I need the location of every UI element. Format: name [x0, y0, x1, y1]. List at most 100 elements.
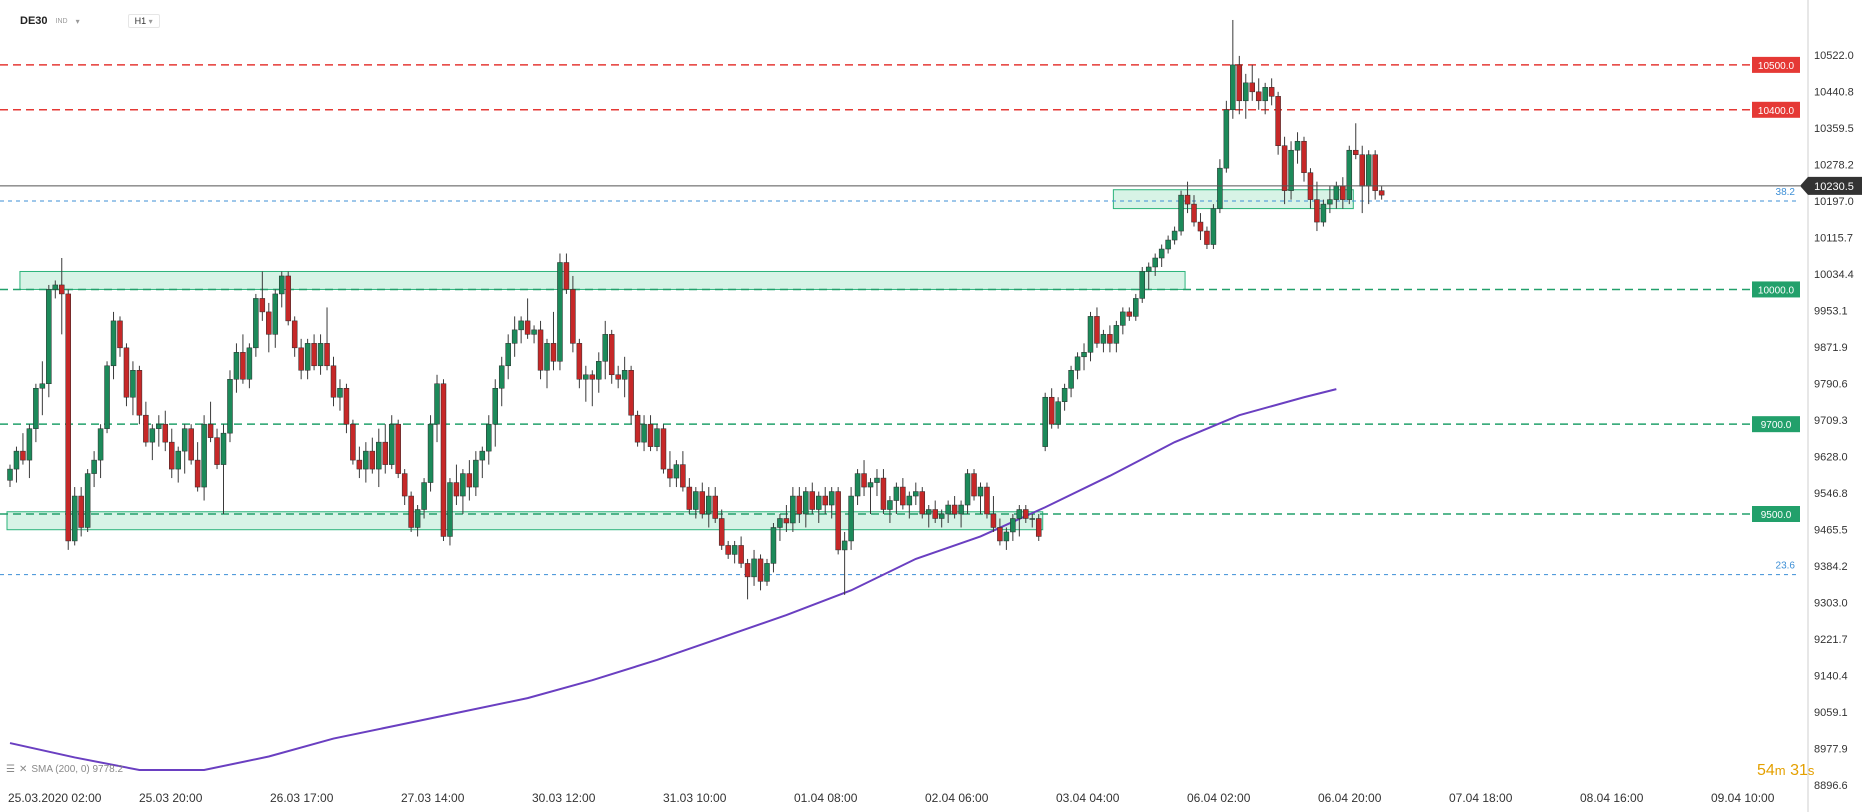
candle-body	[673, 464, 680, 479]
candle-body	[395, 423, 401, 474]
candle-body	[1139, 271, 1145, 299]
support-resistance-zone	[6, 511, 1044, 531]
candle-body	[285, 275, 291, 322]
candle-body	[932, 509, 938, 519]
candle-body	[194, 459, 201, 488]
candle-body	[887, 500, 893, 510]
candle-body	[214, 437, 220, 465]
candle-body	[324, 343, 330, 367]
candle-body	[401, 473, 408, 497]
candle-body	[104, 365, 110, 429]
x-tick-label: 30.03 12:00	[532, 791, 596, 805]
candle-body	[1178, 194, 1184, 232]
candle-body	[440, 383, 447, 537]
sma-line	[9, 388, 1337, 771]
candle-body	[130, 370, 136, 398]
candle-body	[1210, 208, 1217, 245]
x-tick-label: 09.04 10:00	[1711, 791, 1775, 805]
candle-body	[421, 482, 427, 510]
candle-body	[1055, 401, 1061, 425]
candle-body	[770, 527, 777, 564]
candle-body	[1327, 199, 1333, 205]
candle-body	[725, 545, 731, 555]
candle-body	[589, 374, 596, 380]
y-tick-label: 10522.0	[1814, 50, 1854, 62]
y-tick-label: 9140.4	[1814, 671, 1848, 683]
instrument-type-tag: IND	[55, 17, 68, 25]
candle-body	[1126, 311, 1133, 317]
y-tick-label: 9628.0	[1814, 452, 1848, 464]
x-tick-label: 26.03 17:00	[270, 791, 334, 805]
candle-body	[20, 450, 26, 461]
candle-body	[938, 513, 945, 519]
current-price-box	[1800, 176, 1862, 195]
candle-body	[388, 423, 395, 465]
candle-countdown: 54m 31s	[1757, 762, 1814, 780]
candle-body	[544, 343, 550, 371]
candle-body	[143, 414, 149, 443]
candle-body	[511, 329, 518, 344]
candle-body	[777, 518, 783, 528]
x-tick-label: 25.03 20:00	[139, 791, 203, 805]
x-tick-label: 31.03 10:00	[663, 791, 727, 805]
candle-body	[447, 482, 453, 537]
symbol-label[interactable]: DE30	[20, 15, 48, 27]
candle-body	[492, 387, 498, 425]
candle-body	[712, 495, 718, 519]
fib-level-label: 38.2	[1776, 187, 1796, 198]
candle-body	[654, 428, 660, 447]
candle-body	[91, 459, 97, 474]
candle-body	[1223, 109, 1230, 169]
candle-body	[117, 320, 123, 349]
candle-body	[1320, 203, 1327, 223]
candle-body	[848, 495, 854, 542]
support-resistance-zone	[1112, 189, 1354, 210]
candle-body	[1236, 64, 1243, 102]
y-tick-label: 10440.8	[1814, 87, 1854, 99]
candle-body	[667, 468, 673, 479]
candle-body	[699, 491, 706, 515]
candle-body	[893, 486, 900, 501]
candle-body	[253, 298, 259, 349]
y-tick-label: 9221.7	[1814, 634, 1848, 646]
candle-body	[693, 491, 699, 510]
x-tick-label: 01.04 08:00	[794, 791, 858, 805]
candle-body	[874, 477, 880, 483]
candle-body	[39, 383, 46, 389]
level-label: 10000.0	[1758, 285, 1795, 296]
y-tick-label: 10115.7	[1814, 233, 1853, 245]
menu-icon[interactable]: ☰	[6, 764, 15, 775]
x-tick-label: 08.04 16:00	[1580, 791, 1644, 805]
candle-body	[557, 262, 563, 362]
indicator-legend[interactable]: ☰ ✕ SMA (200, 0) 9778.2	[6, 764, 123, 775]
candle-body	[964, 473, 971, 506]
candle-body	[246, 347, 253, 380]
candle-body	[828, 491, 835, 506]
candle-body	[854, 473, 861, 497]
candle-body	[718, 518, 725, 546]
candle-body	[835, 491, 841, 551]
candle-body	[731, 545, 738, 555]
candle-body	[337, 387, 343, 398]
chevron-down-icon[interactable]: ▾	[75, 16, 80, 26]
candle-body	[641, 423, 647, 443]
candle-body	[1243, 82, 1249, 102]
candle-body	[1314, 199, 1320, 223]
y-tick-label: 9303.0	[1814, 598, 1848, 610]
candle-body	[1107, 334, 1113, 344]
y-tick-label: 10359.5	[1814, 123, 1854, 135]
candle-body	[227, 379, 233, 434]
x-tick-label: 03.04 04:00	[1056, 791, 1120, 805]
close-icon[interactable]: ✕	[18, 764, 28, 775]
candle-body	[1061, 387, 1068, 402]
timer-minutes: 54	[1757, 762, 1775, 779]
candle-body	[1249, 82, 1255, 93]
candle-body	[1158, 248, 1165, 259]
candle-body	[583, 374, 589, 380]
candle-body	[867, 482, 874, 488]
level-label-box	[1752, 101, 1800, 118]
candle-body	[304, 343, 311, 371]
timeframe-selector[interactable]: H1 ▾	[127, 14, 160, 28]
candle-body	[537, 329, 544, 371]
